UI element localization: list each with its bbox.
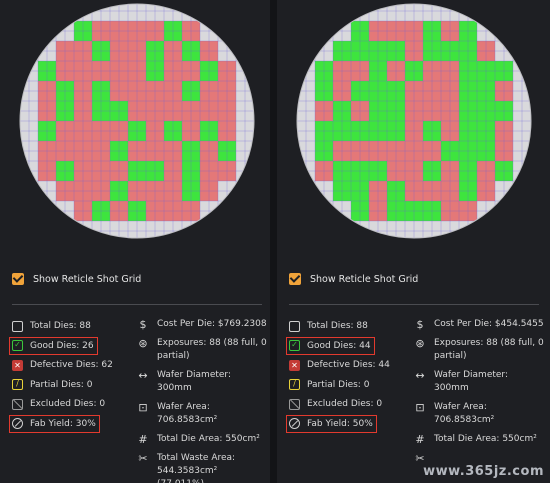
pencil-square-icon: / <box>289 379 300 390</box>
metric-exposures: ⊛ Exposures: 88 (88 full, 0 partial) <box>138 337 267 361</box>
show-grid-label: Show Reticle Shot Grid <box>33 273 142 285</box>
die-excluded[interactable] <box>495 201 513 221</box>
show-grid-label: Show Reticle Shot Grid <box>310 273 419 285</box>
grid-icon: # <box>138 433 148 446</box>
stat-partial-dies: / Partial Dies: 0 <box>10 377 128 393</box>
dollar-icon: $ <box>416 318 424 331</box>
divider-line <box>12 304 262 305</box>
wafer-map <box>296 3 532 239</box>
slash-square-icon <box>289 398 300 410</box>
square-outline-icon <box>289 320 300 332</box>
area-icon: ⊡ <box>415 401 425 414</box>
die-excluded[interactable] <box>38 201 56 221</box>
pencil-square-icon: / <box>12 379 23 390</box>
scissors-icon: ✂ <box>138 452 148 465</box>
metric-total-waste-area: ✂ <box>414 452 544 465</box>
stat-good-dies: ✓ Good Dies: 44 <box>286 336 375 355</box>
check-square-icon: ✓ <box>289 340 300 351</box>
ruler-width-icon: ↔ <box>415 369 425 382</box>
metric-wafer-area: ⊡ Wafer Area: 706.8583cm² <box>415 401 495 425</box>
circle-slash-icon <box>12 418 23 429</box>
die-stats: Total Dies: 88 ✓ Good Dies: 26 ✕ Defecti… <box>9 318 128 435</box>
metric-total-die-area: # Total Die Area: 550cm² <box>138 433 260 446</box>
metric-wafer-diameter: ↔ Wafer Diameter: 300mm <box>415 369 508 393</box>
scissors-icon: ✂ <box>415 452 425 465</box>
aperture-icon: ⊛ <box>138 337 148 350</box>
wafer-metrics: $ Cost Per Die: $454.5455 ⊛ Exposures: 8… <box>414 318 544 471</box>
stat-defective-dies: ✕ Defective Dies: 62 <box>10 357 128 373</box>
wafer-map <box>19 3 255 239</box>
area-icon: ⊡ <box>138 401 148 414</box>
x-square-icon: ✕ <box>12 359 23 371</box>
wafer-rim <box>296 3 532 239</box>
divider-line <box>289 304 539 305</box>
die-excluded[interactable] <box>38 21 56 41</box>
show-grid-toggle[interactable]: Show Reticle Shot Grid <box>289 273 418 285</box>
stat-good-dies: ✓ Good Dies: 26 <box>9 336 98 355</box>
stat-defective-dies: ✕ Defective Dies: 44 <box>287 357 405 373</box>
metric-cost-per-die: $ Cost Per Die: $454.5455 <box>414 318 544 331</box>
x-square-icon: ✕ <box>289 359 300 371</box>
ruler-width-icon: ↔ <box>138 369 148 382</box>
metric-total-waste-area: ✂ Total Waste Area: 544.3583cm² (77.011%… <box>137 452 267 483</box>
show-grid-checkbox[interactable] <box>289 273 301 285</box>
die-excluded[interactable] <box>315 21 333 41</box>
stat-fab-yield: Fab Yield: 30% <box>9 414 100 433</box>
wafer-panel-right: Show Reticle Shot Grid Total Dies: 88 ✓ … <box>277 0 547 483</box>
slash-square-icon <box>12 398 23 410</box>
watermark: www.365jz.com <box>423 464 544 479</box>
die-excluded[interactable] <box>495 21 513 41</box>
square-outline-icon <box>12 320 23 332</box>
stat-fab-yield: Fab Yield: 50% <box>286 414 377 433</box>
stat-total-dies: Total Dies: 88 <box>10 318 128 334</box>
metric-exposures: ⊛ Exposures: 88 (88 full, 0 partial) <box>415 337 544 361</box>
metric-wafer-area: ⊡ Wafer Area: 706.8583cm² <box>138 401 218 425</box>
metric-wafer-diameter: ↔ Wafer Diameter: 300mm <box>138 369 231 393</box>
die-excluded[interactable] <box>218 201 236 221</box>
panel-divider <box>270 0 277 483</box>
dollar-icon: $ <box>139 318 147 331</box>
die-excluded[interactable] <box>315 201 333 221</box>
check-square-icon: ✓ <box>12 340 23 351</box>
aperture-icon: ⊛ <box>415 337 425 350</box>
die-excluded[interactable] <box>218 21 236 41</box>
show-grid-toggle[interactable]: Show Reticle Shot Grid <box>12 273 141 285</box>
stat-excluded-dies: Excluded Dies: 0 <box>287 396 405 412</box>
die-stats: Total Dies: 88 ✓ Good Dies: 44 ✕ Defecti… <box>286 318 405 435</box>
metric-cost-per-die: $ Cost Per Die: $769.2308 <box>137 318 267 331</box>
wafer-rim <box>19 3 255 239</box>
stat-partial-dies: / Partial Dies: 0 <box>287 377 405 393</box>
wafer-panel-left: Show Reticle Shot Grid Total Dies: 88 ✓ … <box>0 0 270 483</box>
metric-total-die-area: # Total Die Area: 550cm² <box>415 433 537 446</box>
grid-icon: # <box>415 433 425 446</box>
circle-slash-icon <box>289 418 300 429</box>
wafer-metrics: $ Cost Per Die: $769.2308 ⊛ Exposures: 8… <box>137 318 267 483</box>
stat-excluded-dies: Excluded Dies: 0 <box>10 396 128 412</box>
show-grid-checkbox[interactable] <box>12 273 24 285</box>
stat-total-dies: Total Dies: 88 <box>287 318 405 334</box>
